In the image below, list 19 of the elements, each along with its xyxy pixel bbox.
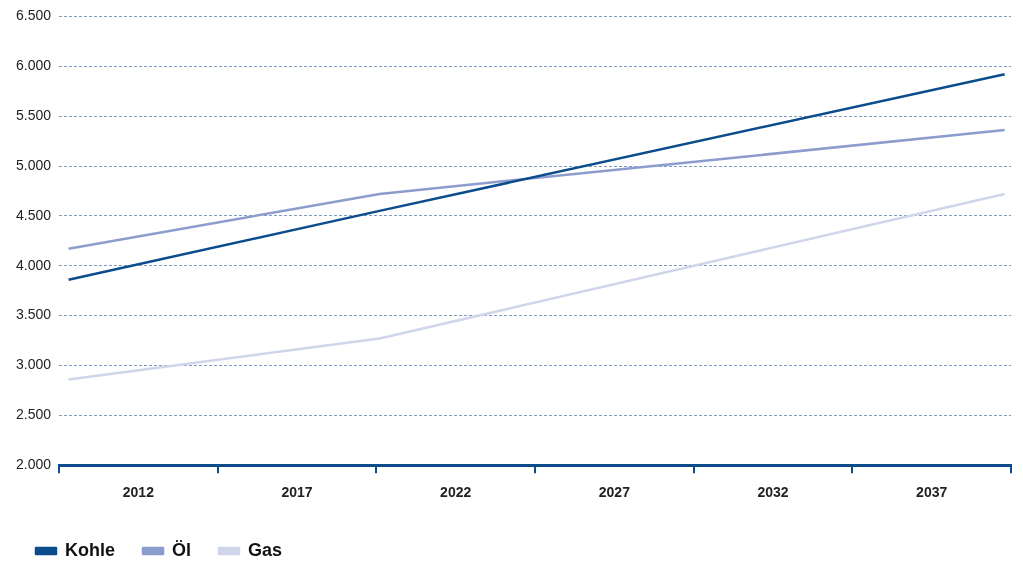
y-tick-label: 4.000	[15, 256, 52, 273]
legend-label: Kohle	[65, 539, 116, 560]
y-tick-label: 3.500	[15, 306, 52, 323]
legend-label: Öl	[172, 539, 192, 560]
x-tick-label: 2037	[916, 484, 948, 501]
y-tick-label: 3.000	[15, 356, 52, 373]
y-tick-label: 6.000	[15, 57, 52, 74]
x-tick-label: 2012	[122, 484, 155, 501]
y-tick-label: 6.500	[15, 7, 52, 24]
x-tick-label: 2032	[757, 484, 789, 501]
x-tick-label: 2022	[440, 484, 472, 501]
y-tick-label: 5.000	[15, 156, 52, 173]
y-tick-label: 4.500	[15, 206, 52, 223]
x-tick-label: 2017	[281, 484, 313, 501]
y-tick-label: 5.500	[15, 106, 52, 123]
y-tick-label: 2.500	[15, 406, 52, 423]
legend-label: Gas	[248, 539, 283, 560]
y-tick-label: 2.000	[15, 456, 52, 473]
x-tick-label: 2027	[598, 484, 631, 501]
